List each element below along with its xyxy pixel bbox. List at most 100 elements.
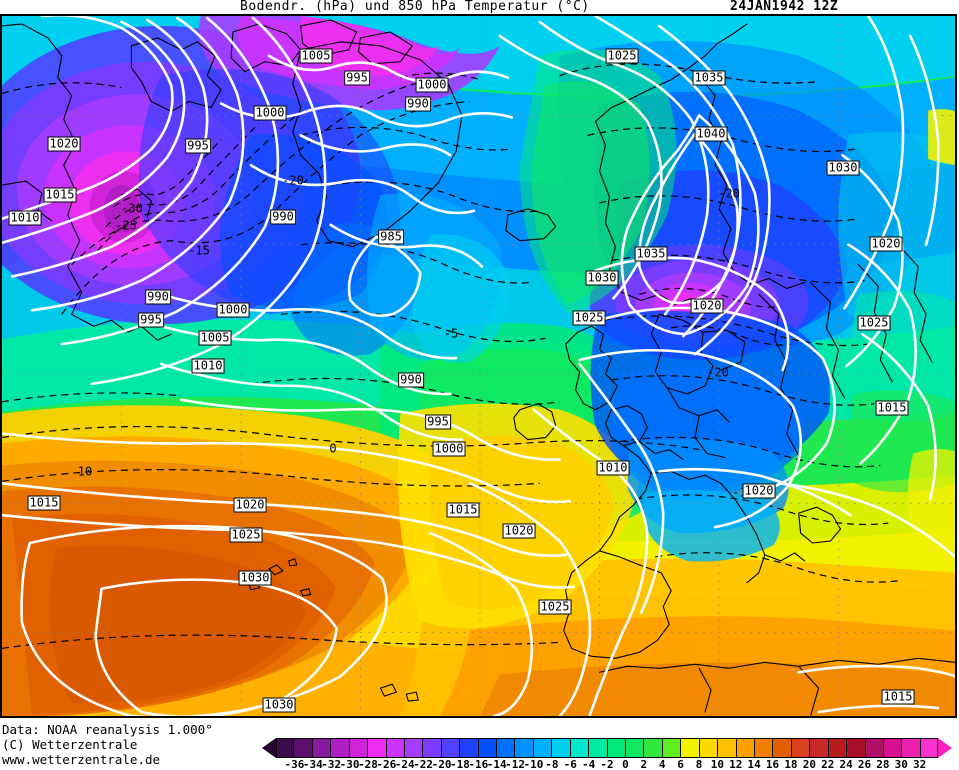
colorbar-swatch: [368, 738, 387, 758]
isobar-label: 1025: [538, 599, 572, 615]
isobar-label: 1030: [238, 570, 272, 586]
colorbar-tick-labels: -36 -34 -32 -30 -28 -26 -24 -22 -20 -18 -16 -14 -12-…: [276, 758, 938, 770]
isobar-label: 1020: [233, 497, 267, 513]
website-line[interactable]: www.wetterzentrale.de: [2, 752, 161, 767]
colorbar-tick-text: -36: [284, 758, 305, 770]
colorbar-swatch: [902, 738, 921, 758]
colorbar-tick: 28: [876, 758, 901, 770]
isobar-label: 990: [398, 372, 424, 388]
colorbar-swatch: [331, 738, 350, 758]
colorbar-tick: -8: [545, 758, 570, 770]
colorbar-swatch: [497, 738, 516, 758]
colorbar-tick-text: 32: [913, 758, 927, 770]
isobar-label: 1035: [634, 246, 668, 262]
colorbar-tick: -28: [358, 758, 386, 770]
colorbar-tick: 16: [766, 758, 791, 770]
isobar-label: 1030: [262, 697, 296, 713]
isobar-label: 1025: [857, 315, 891, 331]
colorbar-tick: -22: [413, 758, 441, 770]
colorbar-swatch: [847, 738, 866, 758]
colorbar-swatch: [460, 738, 479, 758]
isobar-label: 1030: [826, 160, 860, 176]
isotherm-label: 0: [329, 441, 337, 456]
colorbar-tick: 12: [729, 758, 754, 770]
colorbar-swatch: [718, 738, 737, 758]
colorbar-swatch: [681, 738, 700, 758]
colorbar-swatch: [773, 738, 792, 758]
colorbar-tick: 20: [803, 758, 827, 770]
isobar-label: 995: [138, 312, 164, 328]
colorbar-tick-text: -12: [505, 758, 526, 770]
colorbar-swatch: [589, 738, 608, 758]
colorbar-tick: 0: [622, 758, 643, 770]
colorbar-tick: -6: [564, 758, 588, 770]
colorbar-swatch: [699, 738, 719, 758]
colorbar-tick: 18: [784, 758, 809, 770]
isobar-label: 1035: [692, 70, 726, 86]
colorbar-tick: 26: [858, 758, 883, 770]
isobar-label: 1025: [572, 310, 606, 326]
isobar-label: 1020: [502, 523, 536, 539]
colorbar-tick-text: 28: [876, 758, 890, 770]
attribution-footer: Data: NOAA reanalysis 1.000° (C) Wetterz…: [2, 722, 213, 767]
colorbar-swatch: [626, 738, 645, 758]
colorbar-tick-text: 10: [710, 758, 724, 770]
colorbar-tick-text: 30: [894, 758, 908, 770]
colorbar-tick: -34: [303, 758, 331, 770]
colorbar-tick-text: -2: [600, 758, 614, 770]
title-bar: Bodendr. (hPa) und 850 hPa Temperatur (°…: [0, 0, 959, 14]
isotherm-label: -20: [718, 186, 740, 201]
colorbar-swatch: [349, 738, 369, 758]
colorbar-swatch: [404, 738, 424, 758]
isobar-label: 1000: [432, 441, 466, 457]
colorbar-tick: -18: [450, 758, 478, 770]
colorbar-tick: 24: [839, 758, 864, 770]
colorbar-swatch: [478, 738, 498, 758]
isotherm-label: -5: [443, 326, 459, 341]
colorbar-swatch: [570, 738, 590, 758]
colorbar-tick-text: -10: [523, 758, 544, 770]
colorbar-swatch: [515, 738, 534, 758]
isotherm-label: -20: [707, 365, 729, 380]
colorbar-swatch: [865, 738, 884, 758]
colorbar-swatch: [533, 738, 553, 758]
colorbar-tick: -36: [284, 758, 312, 770]
colorbar-tick-text: 4: [658, 758, 666, 770]
colorbar-tick-text: 22: [821, 758, 835, 770]
map-canvas[interactable]: 1020 1015 1010 990 995 1000 1005 1010 10…: [0, 14, 957, 718]
colorbar-tick-text: 18: [784, 758, 798, 770]
isobar-label: 990: [270, 209, 296, 225]
isobar-label: 1025: [605, 48, 639, 64]
colorbar-tick-text: 8: [695, 758, 703, 770]
colorbar-swatch: [883, 738, 903, 758]
colorbar-tick-text: -20: [431, 758, 452, 770]
colorbar-tick: 30: [895, 758, 919, 770]
colorbar-tick: -10: [524, 758, 551, 770]
isobar-label: 1000: [216, 302, 250, 318]
colorbar-swatches: [276, 738, 939, 758]
copyright-line: (C) Wetterzentrale: [2, 737, 138, 752]
colorbar-tick-text: 2: [640, 758, 648, 770]
colorbar-tick-text: 26: [857, 758, 872, 770]
colorbar-tick-text: 6: [677, 758, 684, 770]
colorbar-tick-text: 16: [765, 758, 780, 770]
isobar-label: 1020: [690, 298, 724, 314]
colorbar-tick-text: -26: [376, 758, 397, 770]
colorbar-tick-text: -16: [468, 758, 489, 770]
isobar-label: 1020: [47, 136, 81, 152]
colorbar-tick: 6: [677, 758, 699, 770]
colorbar-swatch: [276, 738, 295, 758]
isobar-label: 1015: [43, 187, 77, 203]
valid-time-label: 24JAN1942 12Z: [730, 0, 839, 14]
colorbar-tick: -30: [340, 758, 368, 770]
colorbar-tick-text: -32: [321, 758, 342, 770]
isobar-label: 1015: [881, 689, 915, 705]
colorbar-tick: -20: [432, 758, 460, 770]
colorbar-over-arrow: [938, 738, 952, 758]
isobar-label: 995: [425, 414, 451, 430]
colorbar-tick-text: -24: [394, 758, 415, 770]
isobar-label: 1015: [446, 502, 480, 518]
colorbar-tick: -14: [487, 758, 515, 770]
colorbar-swatch: [386, 738, 405, 758]
colorbar-tick: -2: [600, 758, 625, 770]
